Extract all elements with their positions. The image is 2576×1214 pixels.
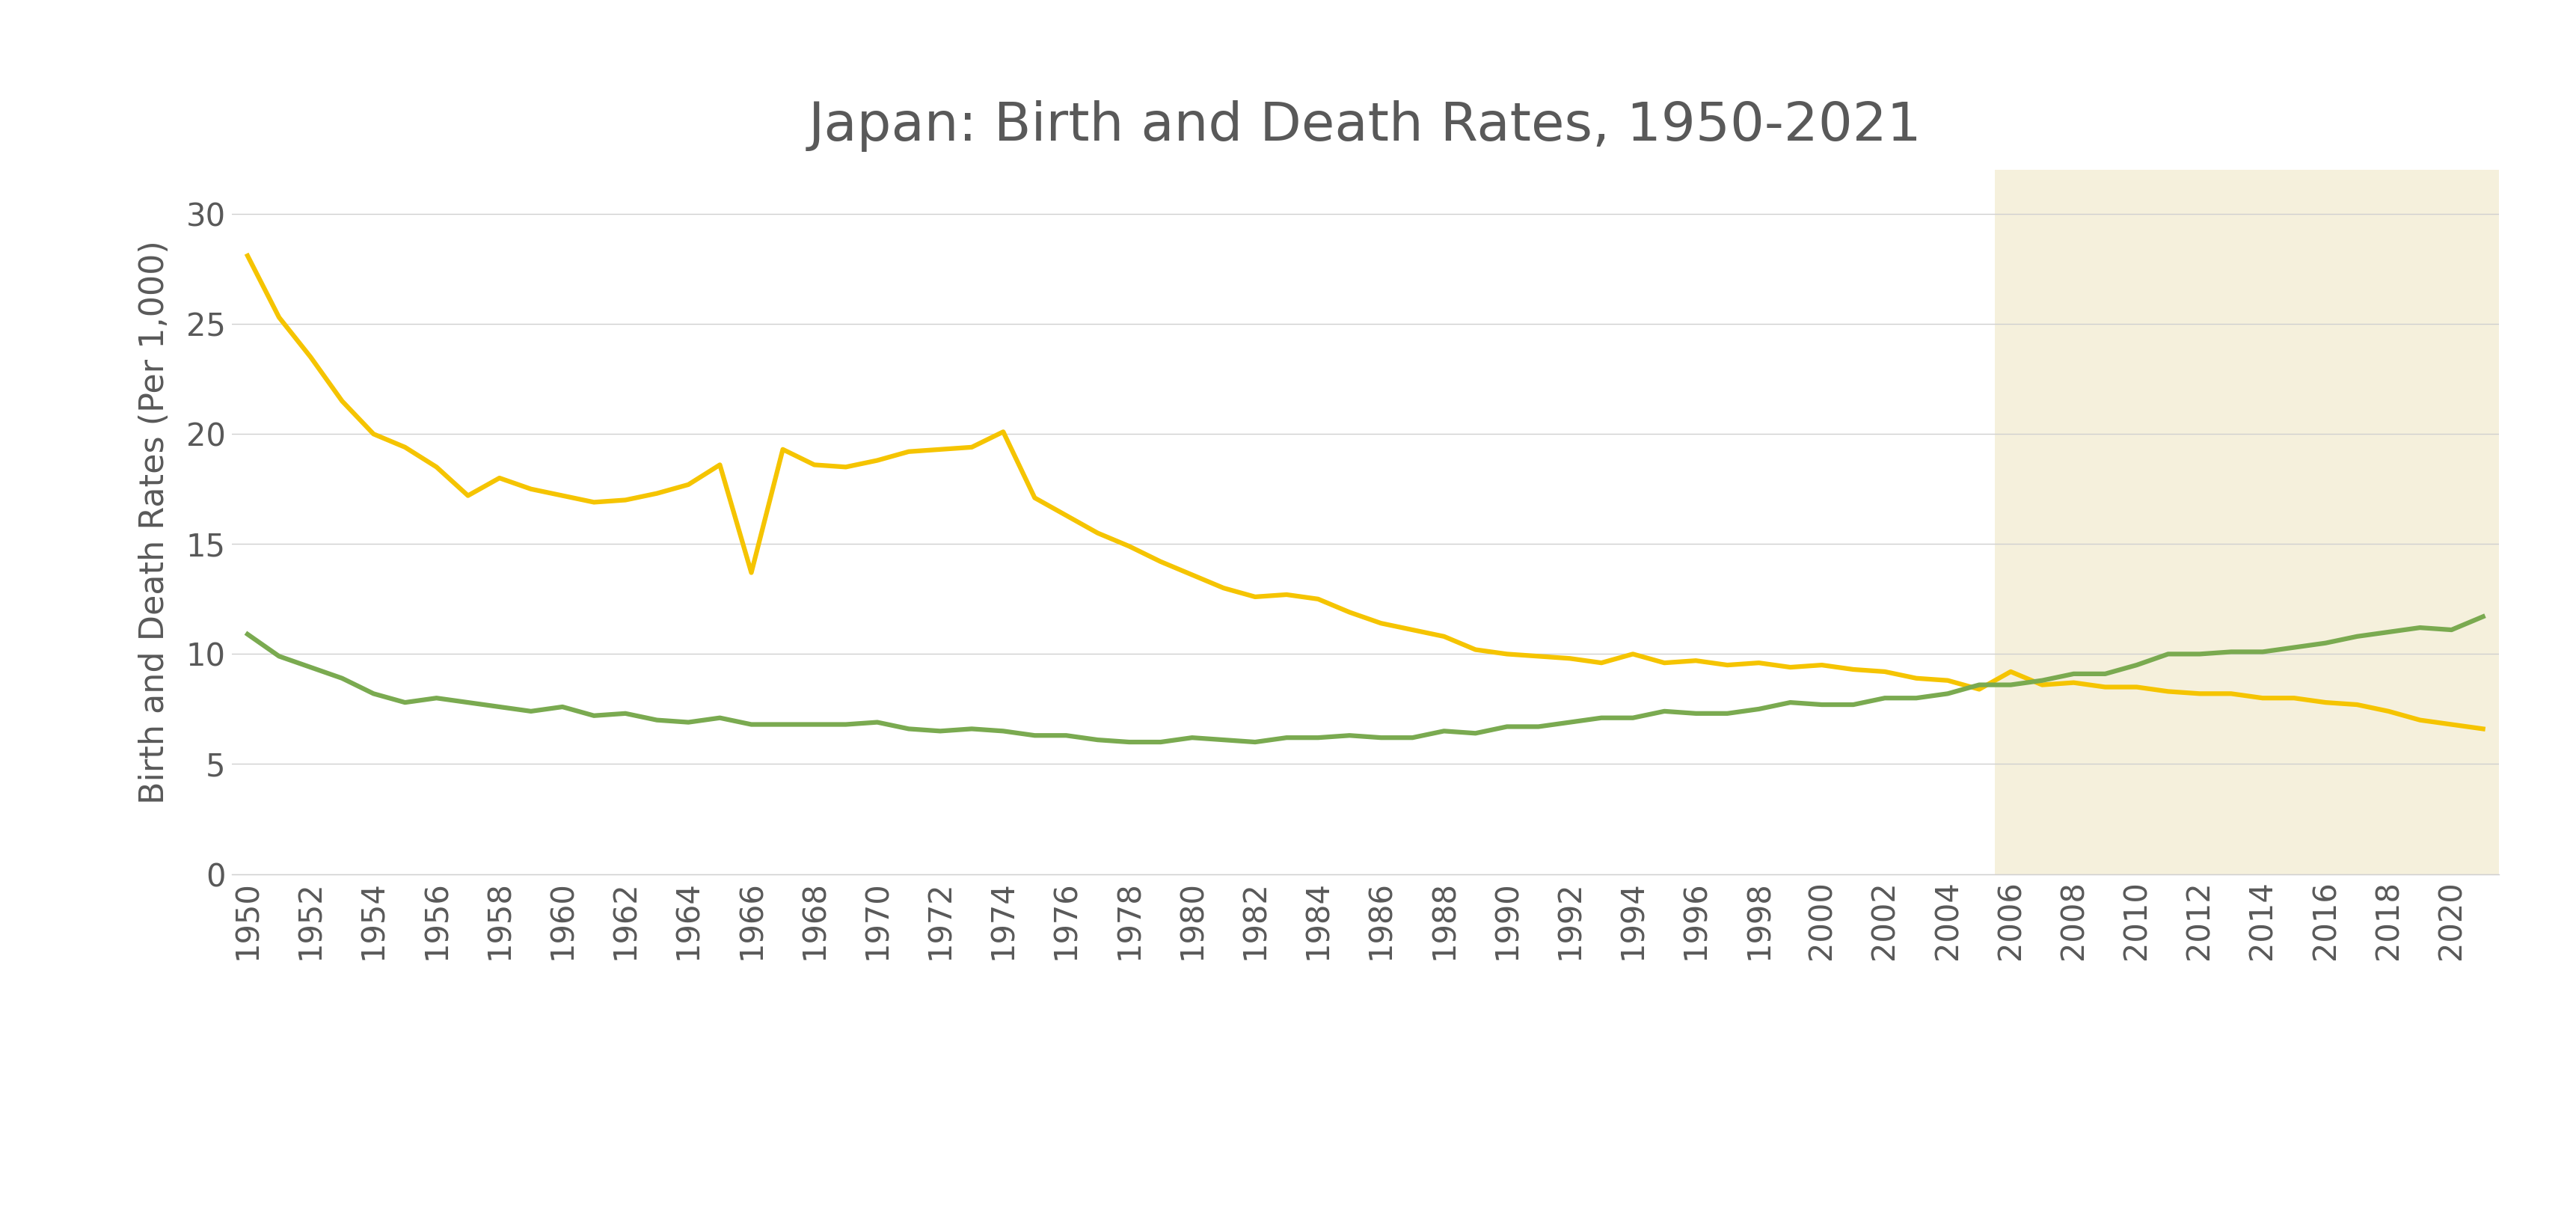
Death Rate (1522, 720, 1553, 734)
Y-axis label: Birth and Death Rates (Per 1,000): Birth and Death Rates (Per 1,000) (139, 240, 170, 804)
Bar (1994, 170, 2499, 874)
Death Rate (2468, 609, 2499, 624)
Birth Rate (768, 442, 799, 456)
Line: Birth Rate: Birth Rate (247, 256, 2483, 728)
Death Rate (987, 724, 1018, 738)
Birth Rate (987, 425, 1018, 439)
Death Rate (232, 626, 263, 641)
Birth Rate (1744, 656, 1775, 670)
Death Rate (1775, 696, 1806, 710)
Birth Rate (232, 249, 263, 263)
Birth Rate (2468, 721, 2499, 736)
Death Rate (546, 699, 577, 714)
Title: Japan: Birth and Death Rates, 1950-2021: Japan: Birth and Death Rates, 1950-2021 (809, 101, 1922, 152)
Death Rate (1113, 734, 1144, 749)
Birth Rate (1492, 647, 1522, 662)
Birth Rate (1649, 656, 1680, 670)
Death Rate (768, 717, 799, 732)
Line: Death Rate: Death Rate (247, 617, 2483, 742)
Birth Rate (546, 488, 577, 503)
Death Rate (1680, 707, 1710, 721)
